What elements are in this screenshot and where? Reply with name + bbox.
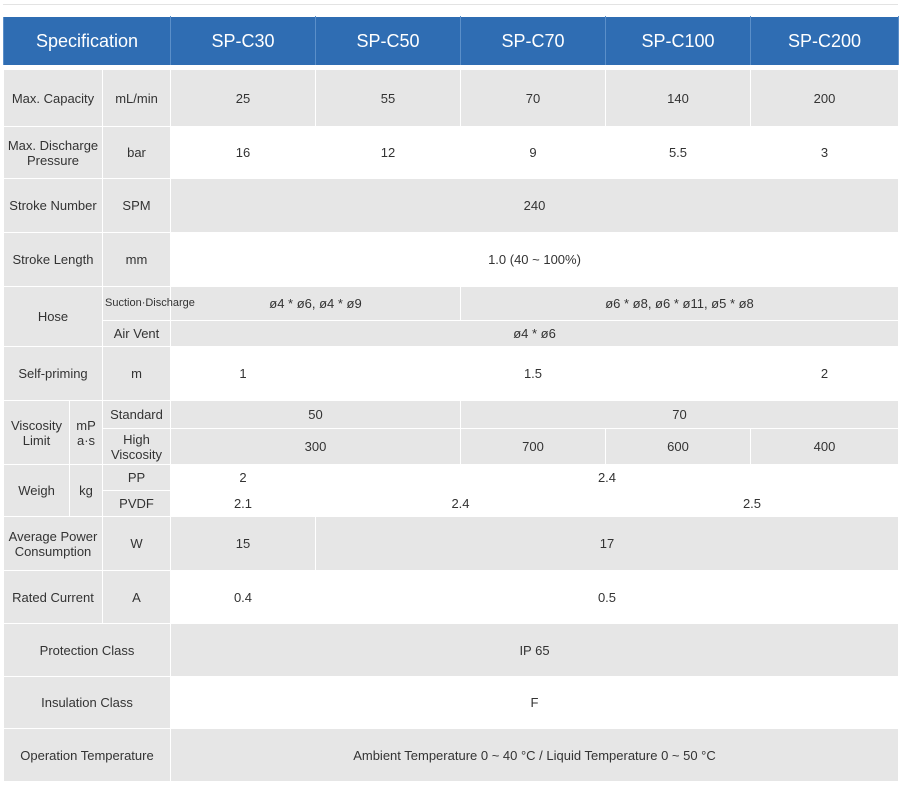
- cell: 16: [170, 126, 316, 179]
- cell: 9: [460, 126, 606, 179]
- cell: 70: [460, 400, 899, 429]
- table-header-row: Specification SP-C30 SP-C50 SP-C70 SP-C1…: [3, 16, 899, 66]
- table-row: Air Vent ø4 * ø6: [4, 320, 899, 347]
- row-sublabel: Standard: [102, 400, 171, 429]
- table-row: Insulation Class F: [3, 676, 899, 729]
- cell: 300: [170, 428, 461, 465]
- row-unit: mP a·s: [69, 400, 103, 465]
- table-row: PVDF 2.1 2.4 2.5: [4, 490, 899, 517]
- row-unit: kg: [69, 464, 103, 517]
- row-label: Average Power Consumption: [3, 516, 103, 571]
- row-unit: mL/min: [102, 69, 171, 127]
- table-row: Average Power Consumption W 15 17: [3, 516, 899, 571]
- cell: 70: [460, 69, 606, 127]
- header-model: SP-C70: [460, 16, 606, 66]
- cell: 1.5: [315, 346, 751, 401]
- row-label: Hose: [3, 286, 103, 347]
- row-unit: bar: [102, 126, 171, 179]
- spec-table: Specification SP-C30 SP-C50 SP-C70 SP-C1…: [3, 16, 899, 782]
- table-row: Self-priming m 1 1.5 2: [3, 346, 899, 401]
- cell: 17: [315, 516, 899, 571]
- cell: 600: [605, 428, 751, 465]
- cell: 15: [170, 516, 316, 571]
- table-row: Stroke Length mm 1.0 (40 ~ 100%): [3, 232, 899, 287]
- row-unit: W: [102, 516, 171, 571]
- cell: 50: [170, 400, 461, 429]
- row-unit: m: [102, 346, 171, 401]
- cell: 1: [170, 346, 316, 401]
- table-row: Max. Discharge Pressure bar 16 12 9 5.5 …: [3, 126, 899, 179]
- cell: 140: [605, 69, 751, 127]
- row-label: Max. Discharge Pressure: [3, 126, 103, 179]
- table-row: Viscosity Limit mP a·s Standard 50 70: [3, 400, 899, 465]
- cell: 700: [460, 428, 606, 465]
- table-row: Stroke Number SPM 240: [3, 178, 899, 233]
- row-label: Stroke Number: [3, 178, 103, 233]
- cell: ø4 * ø6, ø4 * ø9: [170, 286, 461, 321]
- row-label: Operation Temperature: [3, 728, 171, 782]
- row-label: Rated Current: [3, 570, 103, 624]
- cell: F: [170, 676, 899, 729]
- cell: ø6 * ø8, ø6 * ø11, ø5 * ø8: [460, 286, 899, 321]
- cell: 25: [170, 69, 316, 127]
- row-sublabel: PP: [102, 464, 171, 491]
- cell: 240: [170, 178, 899, 233]
- row-sublabel: High Viscosity: [102, 428, 171, 465]
- cell: 2.5: [605, 490, 899, 517]
- row-unit: Suction·Discharge: [102, 286, 195, 321]
- cell: 200: [750, 69, 899, 127]
- cell: 12: [315, 126, 461, 179]
- row-unit: SPM: [102, 178, 171, 233]
- cell: 3: [750, 126, 899, 179]
- row-label: Weigh: [3, 464, 70, 517]
- cell: 2.4: [315, 464, 899, 491]
- cell: 0.4: [170, 570, 316, 624]
- cell: 2: [170, 464, 316, 491]
- row-sublabel: PVDF: [102, 490, 171, 517]
- table-row: Rated Current A 0.4 0.5: [3, 570, 899, 624]
- cell: 2.1: [170, 490, 316, 517]
- table-row: Weigh kg PP 2 2.4: [3, 464, 899, 517]
- row-label: Self-priming: [3, 346, 103, 401]
- header-model: SP-C50: [315, 16, 461, 66]
- table-row: Protection Class IP 65: [3, 623, 899, 677]
- header-model: SP-C100: [605, 16, 751, 66]
- row-label: Viscosity Limit: [3, 400, 70, 465]
- cell: 400: [750, 428, 899, 465]
- table-row: High Viscosity 300 700 600 400: [4, 428, 899, 465]
- row-label: Stroke Length: [3, 232, 103, 287]
- cell: IP 65: [170, 623, 899, 677]
- table-row: Max. Capacity mL/min 25 55 70 140 200: [3, 69, 899, 127]
- cell: Ambient Temperature 0 ~ 40 °C / Liquid T…: [170, 728, 899, 782]
- cell: 55: [315, 69, 461, 127]
- row-unit: mm: [102, 232, 171, 287]
- cell: 5.5: [605, 126, 751, 179]
- cell: 0.5: [315, 570, 899, 624]
- header-model: SP-C200: [750, 16, 899, 66]
- row-unit: A: [102, 570, 171, 624]
- top-divider: [3, 4, 898, 5]
- cell: 1.0 (40 ~ 100%): [170, 232, 899, 287]
- row-label: Max. Capacity: [3, 69, 103, 127]
- row-label: Protection Class: [3, 623, 171, 677]
- cell: 2.4: [315, 490, 606, 517]
- cell: 2: [750, 346, 899, 401]
- header-specification: Specification: [3, 16, 171, 66]
- table-row: Hose Suction·Discharge ø4 * ø6, ø4 * ø9 …: [3, 286, 899, 347]
- row-label: Insulation Class: [3, 676, 171, 729]
- header-model: SP-C30: [170, 16, 316, 66]
- table-row: Operation Temperature Ambient Temperatur…: [3, 728, 899, 782]
- cell: ø4 * ø6: [170, 320, 899, 347]
- row-unit: Air Vent: [102, 320, 171, 347]
